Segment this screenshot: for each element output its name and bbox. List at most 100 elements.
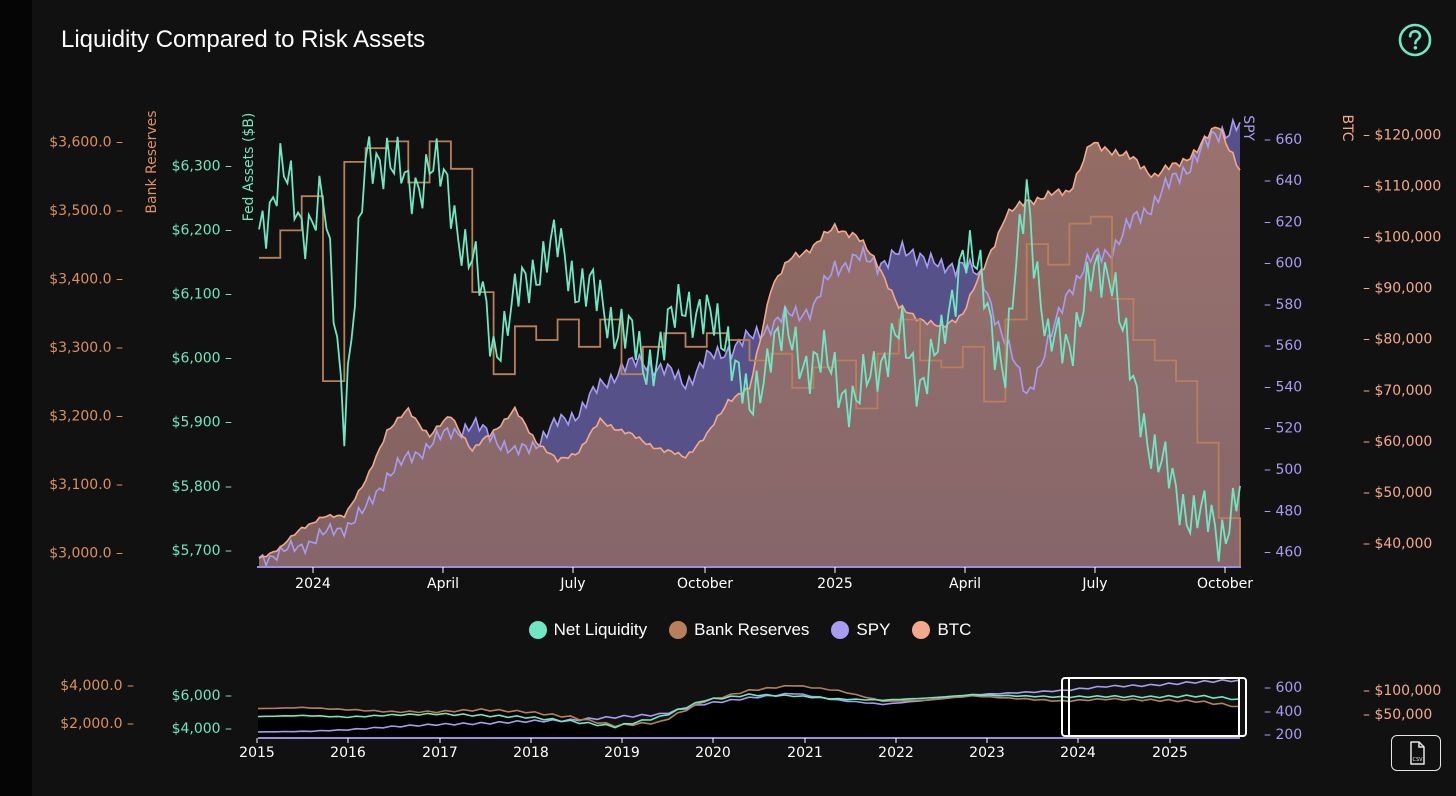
navigator-bank-reserves-tick-label: $2,000.0 – (60, 716, 134, 732)
btc-tick-label: – $60,000 (1363, 434, 1432, 450)
navigator-spy-line (257, 678, 1241, 733)
navigator-spy-tick-label: – 600 (1264, 680, 1302, 696)
spy-tick-label: – 600 (1264, 256, 1302, 272)
navigator-spy-tick-label: – 200 (1264, 727, 1302, 743)
navigator-x-tick-label: 2024 (1060, 745, 1096, 761)
navigator-btc-tick-label: – $100,000 (1363, 683, 1441, 699)
spy-tick-label: – 460 (1264, 545, 1302, 561)
legend-swatch (831, 621, 850, 639)
navigator-x-tick-label: 2021 (787, 745, 823, 761)
navigator-x-tick-label: 2022 (878, 745, 914, 761)
spy-tick-label: – 580 (1264, 297, 1302, 313)
legend-label: Net Liquidity (553, 620, 648, 639)
navigator-x-tick-label: 2019 (604, 745, 640, 761)
navigator-btc-tick-label: – $50,000 (1363, 707, 1432, 723)
btc-area (259, 127, 1240, 567)
btc-tick-label: – $50,000 (1363, 485, 1432, 501)
x-tick-label: October (677, 576, 733, 592)
spy-tick-label: – 480 (1264, 503, 1302, 519)
spy-line (258, 117, 1241, 567)
navigator-spy-tick-label: – 400 (1264, 704, 1302, 720)
main-line-layer (258, 117, 1241, 567)
legend-swatch (669, 621, 688, 639)
navigator-fed-assets-tick-label: $6,000 – (172, 688, 232, 704)
navigator-x-tick-label: 2025 (1152, 745, 1188, 761)
btc-tick-label: – $80,000 (1363, 332, 1432, 348)
spy-tick-label: – 660 (1264, 132, 1302, 148)
x-tick-label: October (1197, 576, 1253, 592)
spy-tick-label: – 620 (1264, 214, 1302, 230)
btc-tick-label: – $70,000 (1363, 383, 1432, 399)
overview-navigator[interactable]: 2015 2016 2017 2018 2019 2020 2021 2022 2023 2024… (60, 677, 1441, 761)
x-tick-label: 2024 (295, 576, 331, 592)
spy-tick-label: – 500 (1264, 462, 1302, 478)
btc-tick-label: – $40,000 (1363, 536, 1432, 552)
legend-label: Bank Reserves (694, 620, 810, 639)
chart-title: Liquidity Compared to Risk Assets (61, 26, 426, 53)
navigator-plot (257, 678, 1241, 737)
legend-swatch (912, 621, 931, 639)
navigator-area (258, 685, 1240, 737)
legend: Net Liquidity Bank Reserves SPY BTC (0, 620, 1456, 640)
legend-label: BTC (937, 620, 972, 639)
fed-assets-tick-label: $5,900 – (172, 415, 232, 431)
csv-download-button[interactable]: CSV (1391, 735, 1441, 771)
question-circle-icon (1398, 23, 1432, 57)
bank-reserves-tick-label: $3,200.0 – (49, 408, 123, 424)
btc-axis-label: BTC (1339, 114, 1355, 141)
bank-reserves-tick-label: $3,400.0 – (49, 271, 123, 287)
btc-line (258, 126, 1241, 559)
fed-assets-tick-label: $6,100 – (172, 287, 232, 303)
navigator-x-tick-label: 2015 (239, 745, 275, 761)
left-edge-bar (0, 0, 32, 796)
x-tick-label: 2025 (817, 576, 853, 592)
spy-axis-label: SPY (1240, 115, 1256, 141)
fed-assets-tick-label: $6,300 – (172, 158, 232, 174)
navigator-reserves-line (257, 684, 1240, 728)
csv-label: CSV (1412, 757, 1423, 763)
spy-tick-label: – 560 (1264, 338, 1302, 354)
btc-tick-label: – $110,000 (1363, 179, 1441, 195)
btc-tick-label: – $100,000 (1363, 230, 1441, 246)
spy-tick-label: – 520 (1264, 421, 1302, 437)
bank-reserves-tick-label: $3,600.0 – (49, 134, 123, 150)
legend-item[interactable]: Bank Reserves (669, 620, 809, 640)
fed-assets-tick-label: $5,800 – (172, 479, 232, 495)
x-tick-label: April (949, 576, 981, 592)
spy-tick-label: – 640 (1264, 173, 1302, 189)
bank-reserves-tick-label: $3,500.0 – (49, 203, 123, 219)
bank-reserves-tick-label: $3,000.0 – (49, 545, 123, 561)
navigator-bank-reserves-tick-label: $4,000.0 – (60, 678, 134, 694)
fed-assets-tick-label: $5,700 – (172, 543, 232, 559)
navigator-x-tick-label: 2020 (695, 745, 731, 761)
navigator-x-tick-label: 2017 (422, 745, 458, 761)
legend-item[interactable]: BTC (912, 620, 971, 640)
btc-tick-label: – $120,000 (1363, 127, 1441, 143)
navigator-selection-window[interactable] (1061, 677, 1247, 737)
navigator-x-tick-label: 2018 (513, 745, 549, 761)
fed-assets-tick-label: $6,200 – (172, 222, 232, 238)
navigator-x-tick-label: 2023 (969, 745, 1005, 761)
x-tick-label: July (1081, 576, 1107, 592)
net-liquidity-line (258, 136, 1241, 562)
legend-item[interactable]: SPY (831, 620, 890, 640)
navigator-x-tick-label: 2016 (330, 745, 366, 761)
fed-assets-axis-label: Fed Assets ($B) (241, 113, 257, 222)
navigator-fed-assets-tick-label: $4,000 – (172, 721, 232, 737)
help-button[interactable] (1398, 23, 1432, 57)
csv-file-icon: CSV (1410, 741, 1425, 765)
btc-tick-label: – $90,000 (1363, 281, 1432, 297)
fed-assets-tick-label: $6,000 – (172, 351, 232, 367)
axes-layer: 2024 April July October 2025 April July October… (49, 110, 1441, 592)
navigator-net-line (257, 693, 1241, 729)
x-tick-label: July (559, 576, 585, 592)
bank-reserves-tick-label: $3,100.0 – (49, 477, 123, 493)
spy-tick-label: – 540 (1264, 379, 1302, 395)
legend-swatch (528, 621, 547, 639)
x-tick-label: April (427, 576, 459, 592)
legend-label: SPY (856, 620, 891, 639)
legend-item[interactable]: Net Liquidity (528, 620, 648, 640)
bank-reserves-axis-label: Bank Reserves (144, 110, 160, 213)
bank-reserves-tick-label: $3,300.0 – (49, 340, 123, 356)
